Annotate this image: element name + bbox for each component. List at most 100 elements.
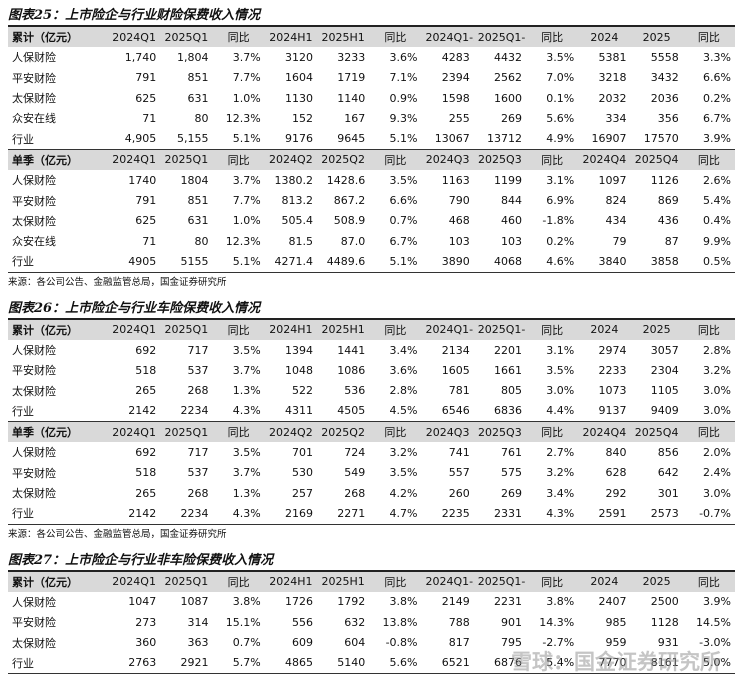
table-cell: 3890 — [421, 251, 474, 273]
header-cell: 累计（亿元） — [8, 569, 108, 592]
table-cell: 3.7% — [232, 50, 261, 64]
table-cell: 6.7% — [703, 111, 731, 125]
table-cell: 2407 — [598, 595, 627, 609]
table-cell: 7.1% — [389, 71, 418, 85]
header-row: 单季（亿元） 2024Q1 2025Q1 同比 2024Q2 2025Q2 同比 2024Q3… — [8, 421, 735, 443]
table-cell: 3840 — [578, 251, 631, 273]
header-cell: 2024 — [578, 24, 631, 48]
table-cell: 1048 — [285, 363, 313, 377]
table-cell: 1441 — [337, 343, 366, 357]
header-cell: 2025Q1-3 — [473, 24, 526, 48]
table-cell: 3.2% — [546, 466, 575, 480]
table-row: 行业 4,905 5,155 5.1% 9176 9645 5.1% 13067 13712 4.… — [8, 128, 735, 149]
header-cell: 2024Q1 — [108, 24, 161, 48]
table-cell: 2.0% — [703, 445, 731, 459]
table-cell: 2234 — [180, 404, 209, 418]
table-cell: 平安财险 — [12, 466, 56, 480]
table-cell: 692 — [135, 343, 157, 357]
table-cell: 3.7% — [232, 466, 261, 480]
header-cell: 同比 — [526, 317, 579, 340]
watermark: 雪球：国金证券研究所 — [511, 650, 721, 674]
table-cell: 14.3% — [539, 615, 575, 629]
table-cell: 724 — [344, 445, 366, 459]
table-cell: 795 — [501, 636, 522, 650]
table-cell: 867.2 — [333, 194, 366, 208]
header-cell: 2024Q1 — [108, 148, 161, 171]
table-cell: 436 — [657, 214, 679, 228]
table-cell: 80 — [194, 111, 209, 125]
table-cell: 851 — [187, 71, 209, 85]
header-cell: 同比 — [369, 421, 422, 443]
table-cell: 4.9% — [546, 132, 575, 146]
table-cell: 2.8% — [389, 384, 418, 398]
table-cell: 2234 — [160, 503, 213, 525]
table-cell: -2.7% — [542, 636, 575, 650]
table-cell: 103 — [448, 234, 470, 248]
table-cell: 1719 — [337, 71, 366, 85]
table-cell: 4.7% — [369, 503, 422, 525]
table-cell: 265 — [135, 486, 157, 500]
table-cell: 869 — [657, 194, 679, 208]
table-cell: 人保财险 — [12, 595, 56, 609]
data-table: 累计（亿元） 2024Q1 2025Q1 同比 2024H1 2025H1 同比 2024Q1… — [8, 317, 735, 525]
table-cell: 2394 — [441, 71, 470, 85]
table-cell: 301 — [657, 486, 679, 500]
table-cell: 530 — [292, 466, 313, 480]
table-cell: 9645 — [337, 132, 366, 146]
header-cell: 2024Q1 — [108, 317, 161, 340]
table-cell: 1.3% — [232, 384, 261, 398]
table-cell: 1726 — [285, 595, 313, 609]
table-cell: 2149 — [441, 595, 470, 609]
header-cell: 同比 — [526, 24, 579, 48]
table-cell: 行业 — [12, 132, 34, 146]
table-cell: -0.7% — [682, 503, 735, 525]
table-cell: 1199 — [494, 173, 522, 187]
table-row: 平安财险 791 851 7.7% 813.2 867.2 6.6% 790 844 6.9% 82… — [8, 190, 735, 210]
table-row: 人保财险 692 717 3.5% 1394 1441 3.4% 2134 2201 3.1% 29… — [8, 340, 735, 360]
table-cell: 701 — [292, 445, 313, 459]
table-cell: 7.7% — [232, 194, 261, 208]
table-cell: 931 — [657, 636, 679, 650]
table-title: 图表27：上市险企与行业非车险保费收入情况 — [8, 552, 274, 568]
table-cell: 631 — [187, 91, 209, 105]
table-cell: 549 — [344, 466, 366, 480]
header-cell: 同比 — [369, 24, 422, 48]
table-cell: 行业 — [8, 652, 108, 675]
table-row: 人保财险 1,740 1,804 3.7% 3120 3233 3.6% 4283 4432 3.… — [8, 47, 735, 67]
table-cell: 6521 — [421, 652, 474, 675]
table-cell: 3.9% — [703, 132, 731, 146]
header-cell: 2025 — [630, 569, 683, 592]
header-cell: 2024 — [578, 569, 631, 592]
table-cell: 87 — [664, 234, 679, 248]
table-cell: 5.6% — [369, 652, 422, 675]
table-cell: 1600 — [494, 91, 522, 105]
table-cell: 80 — [194, 234, 209, 248]
table-cell: 4.3% — [212, 503, 265, 525]
table-cell: 2235 — [421, 503, 474, 525]
table-cell: -0.8% — [385, 636, 418, 650]
table-cell: 631 — [187, 214, 209, 228]
table-cell: 3.8% — [546, 595, 575, 609]
table-cell: 2036 — [650, 91, 679, 105]
table-cell: 人保财险 — [12, 344, 56, 357]
table-cell: 5155 — [160, 251, 213, 273]
table-cell: 805 — [501, 384, 522, 398]
table-cell: 3.7% — [232, 363, 261, 377]
header-cell: 2024Q4 — [578, 421, 631, 443]
table-cell: 7.7% — [232, 71, 261, 85]
table-cell: 790 — [448, 194, 470, 208]
table-cell: 13712 — [487, 132, 522, 146]
table-cell: 356 — [657, 111, 679, 125]
table-cell: 太保财险 — [12, 636, 56, 650]
table-cell: 1,804 — [177, 50, 209, 64]
table-cell: 4865 — [264, 652, 317, 675]
table-cell: 2500 — [650, 595, 679, 609]
header-cell: 2025H1 — [317, 317, 370, 340]
table-cell: 1140 — [337, 91, 366, 105]
table-cell: 13067 — [434, 132, 470, 146]
table-cell: 1394 — [285, 343, 313, 357]
table-cell: 5.7% — [212, 652, 265, 675]
table-cell: 5381 — [598, 50, 627, 64]
table-cell: 1105 — [650, 384, 679, 398]
